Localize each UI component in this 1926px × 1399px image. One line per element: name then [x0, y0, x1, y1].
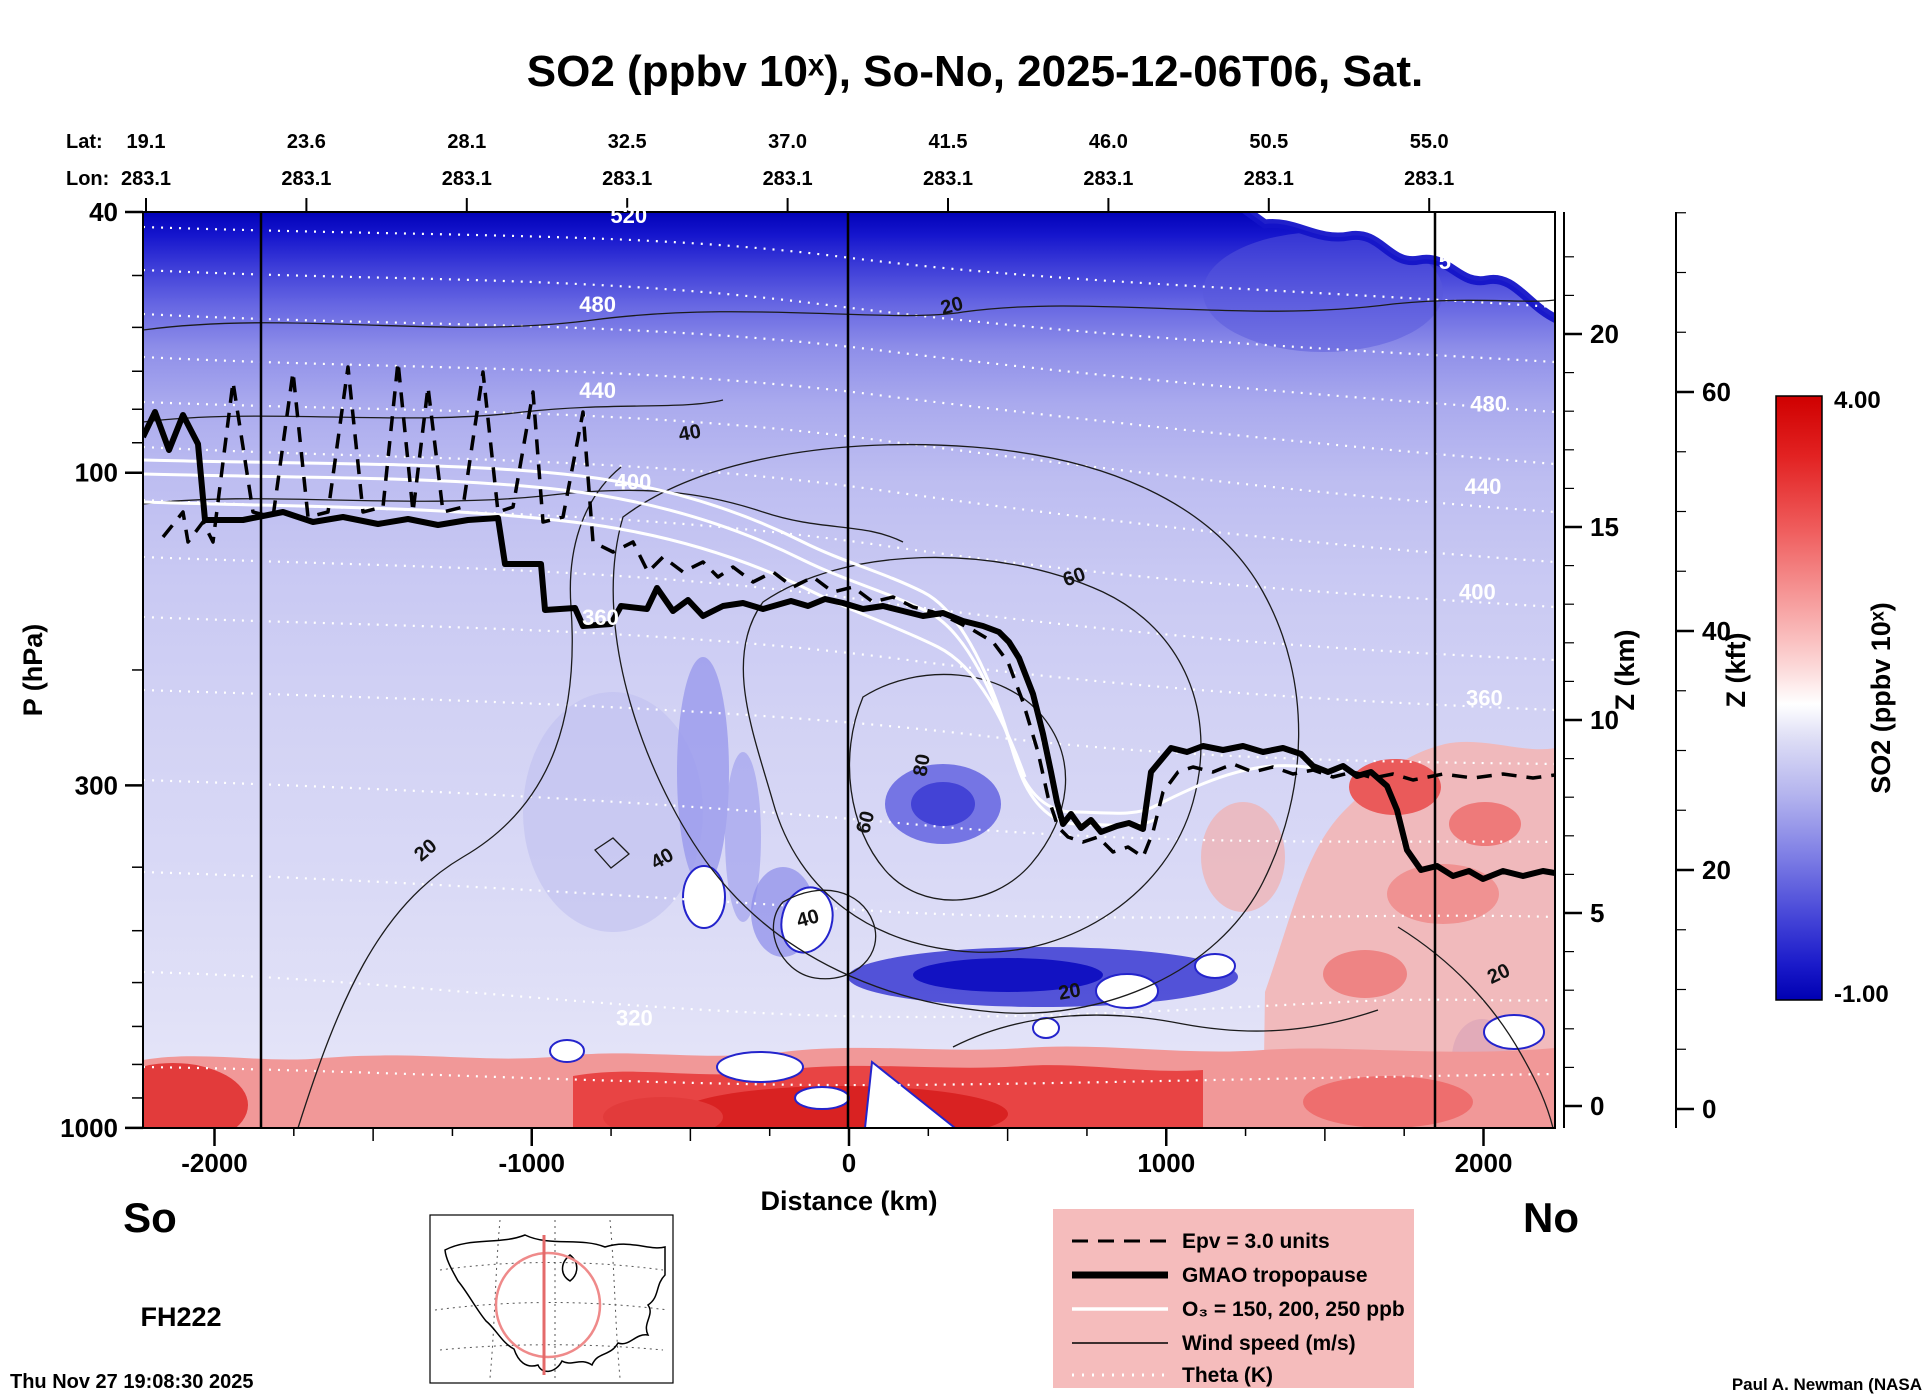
- zkm-tick-label: 20: [1590, 319, 1619, 349]
- south-end-label: So: [123, 1194, 177, 1241]
- theta-contour-label: 400: [615, 470, 652, 495]
- y-tick-label: 40: [89, 197, 118, 227]
- zkm-tick-label: 10: [1590, 705, 1619, 735]
- legend: Epv = 3.0 units GMAO tropopause O₃ = 150…: [1053, 1209, 1414, 1388]
- zkm-tick-label: 0: [1590, 1091, 1604, 1121]
- lat-value: 55.0: [1410, 131, 1449, 153]
- theta-contour-label: 320: [616, 1005, 653, 1030]
- inset-map-coastline: [444, 1234, 666, 1373]
- x-tick-label: 1000: [1137, 1148, 1195, 1178]
- lat-value: 41.5: [929, 131, 968, 153]
- creation-timestamp: Thu Nov 27 19:08:30 2025: [10, 1371, 253, 1393]
- y-axis-title: P (hPa): [18, 624, 48, 717]
- lon-value: 283.1: [442, 168, 492, 190]
- inset-map: [429, 1214, 674, 1384]
- so2-red-regions: [143, 741, 1555, 1128]
- theta-contour-label: 440: [579, 378, 616, 403]
- theta-contour-label: 360: [1466, 686, 1503, 711]
- theta-contour-label: 520: [610, 203, 647, 228]
- y-tick-label: 300: [75, 770, 118, 800]
- lon-value: 283.1: [923, 168, 973, 190]
- colorbar-min-label: -1.00: [1834, 981, 1889, 1008]
- y-tick-label: 100: [75, 458, 118, 488]
- x-axis-title: Distance (km): [760, 1186, 937, 1216]
- lat-value: 32.5: [608, 131, 647, 153]
- legend-item-theta: Theta (K): [1182, 1364, 1273, 1387]
- theta-contour-label: 480: [1470, 392, 1507, 417]
- theta-contour-label: 5: [1439, 249, 1451, 274]
- lon-value: 283.1: [1404, 168, 1454, 190]
- theta-contour-label: 400: [1459, 579, 1496, 604]
- zkft-tick-label: 40: [1702, 616, 1731, 646]
- credit-line: Paul A. Newman (NASA: [1732, 1375, 1922, 1394]
- z-kft-axis-title: Z (kft): [1721, 633, 1751, 708]
- legend-item-ozone: O₃ = 150, 200, 250 ppb: [1182, 1298, 1405, 1321]
- lat-value: 28.1: [447, 131, 486, 153]
- x-tick-label: 0: [842, 1148, 856, 1178]
- wind-contour-label: 40: [677, 420, 703, 446]
- wind-speed-contours: [143, 299, 1555, 1128]
- chart-title: SO2 (ppbv 10ˣ), So-No, 2025-12-06T06, Sa…: [527, 47, 1423, 96]
- x-tick-label: -2000: [181, 1148, 248, 1178]
- zkft-tick-label: 0: [1702, 1094, 1716, 1124]
- lat-value: 23.6: [287, 131, 326, 153]
- lon-value: 283.1: [1083, 168, 1133, 190]
- z-km-axis-title: Z (km): [1610, 630, 1640, 711]
- wind-contour-label: 80: [909, 752, 935, 778]
- vertical-reference-lines: [259, 212, 1437, 1128]
- x-tick-label: 2000: [1455, 1148, 1513, 1178]
- legend-box: [1053, 1209, 1414, 1388]
- lat-value: 46.0: [1089, 131, 1128, 153]
- legend-item-tropopause: GMAO tropopause: [1182, 1264, 1368, 1287]
- lat-value: 37.0: [768, 131, 807, 153]
- lon-value: 283.1: [602, 168, 652, 190]
- theta-contour-label: 480: [579, 292, 616, 317]
- lon-value: 283.1: [281, 168, 331, 190]
- zkm-tick-label: 15: [1590, 512, 1619, 542]
- lon-value: 283.1: [763, 168, 813, 190]
- colorbar-max-label: 4.00: [1834, 387, 1881, 414]
- theta-contour-label: 360: [582, 605, 619, 630]
- main-plot: [142, 211, 1556, 1129]
- y-tick-label: 1000: [60, 1113, 118, 1143]
- inset-map-graticule: [434, 1219, 669, 1379]
- lon-value: 283.1: [121, 168, 171, 190]
- x-tick-label: -1000: [499, 1148, 566, 1178]
- lat-value: 50.5: [1249, 131, 1288, 153]
- zkft-tick-label: 60: [1702, 377, 1731, 407]
- lon-row-label: Lon:: [66, 168, 109, 190]
- forecast-hour-label: FH222: [140, 1302, 221, 1332]
- north-end-label: No: [1523, 1194, 1579, 1241]
- zkm-tick-label: 5: [1590, 898, 1604, 928]
- colorbar: [1775, 395, 1823, 1001]
- white-data-pockets: [549, 865, 1545, 1128]
- legend-item-wind: Wind speed (m/s): [1182, 1332, 1356, 1355]
- theta-contours: [143, 225, 1555, 1087]
- zkft-tick-label: 20: [1702, 855, 1731, 885]
- colorbar-title: SO2 (ppbv 10ˣ): [1866, 602, 1896, 793]
- inset-map-section-circle: [494, 1251, 602, 1359]
- wind-contour-label: 20: [1057, 979, 1083, 1005]
- theta-contour-label: 440: [1465, 474, 1502, 499]
- lat-value: 19.1: [127, 131, 166, 153]
- tropopause-line: [143, 409, 1555, 882]
- lat-row-label: Lat:: [66, 131, 103, 153]
- lon-value: 283.1: [1244, 168, 1294, 190]
- legend-item-epv: Epv = 3.0 units: [1182, 1230, 1330, 1253]
- top-right-white-blob: [1240, 212, 1555, 324]
